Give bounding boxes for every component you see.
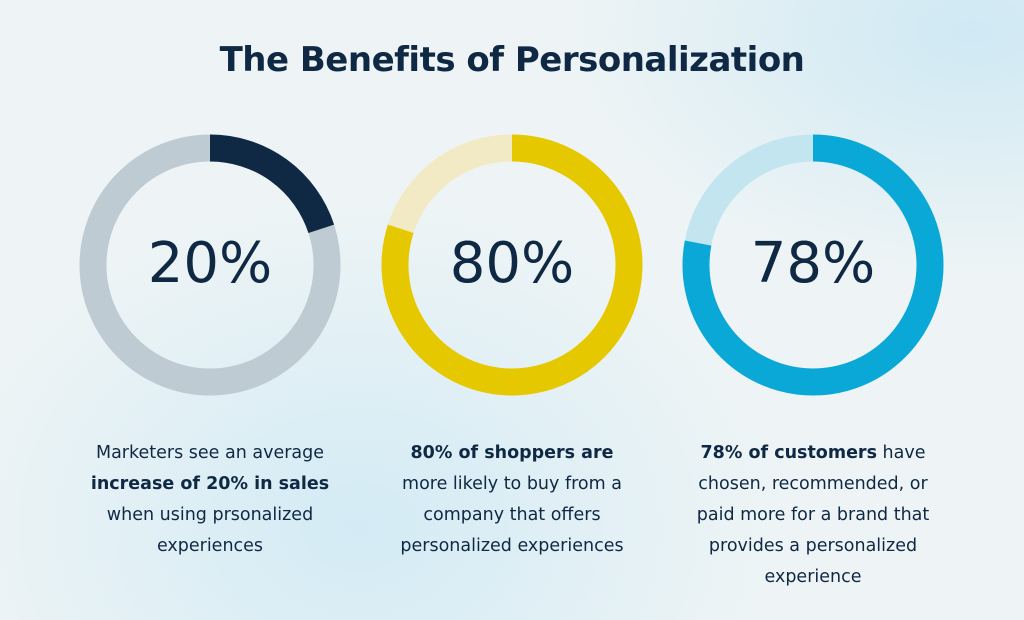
caption: 80% of shoppers are more likely to buy f… [387, 438, 637, 562]
donut-arc [209, 134, 335, 234]
value-label: 20% [148, 231, 272, 296]
caption-text: Marketers see an average [95, 443, 325, 463]
caption-text: when using prsonalized experiences [106, 505, 314, 556]
caption: 78% of customers have chosen, recommende… [688, 438, 938, 593]
caption-text: 80% of shoppers are [410, 443, 614, 463]
value-label: 80% [450, 231, 574, 296]
caption-text: increase of 20% in sales [90, 474, 330, 494]
caption: Marketers see an average increase of 20%… [85, 438, 335, 562]
value-label: 78% [751, 231, 875, 296]
caption-text: 78% of customers [700, 443, 877, 463]
donut-arc [381, 134, 643, 396]
donut-arc [682, 134, 944, 396]
caption-text: more likely to buy from a company that o… [400, 474, 624, 556]
caption-text: have chosen, recommended, or paid more f… [696, 443, 930, 587]
title: The Benefits of Personalization [219, 40, 805, 80]
